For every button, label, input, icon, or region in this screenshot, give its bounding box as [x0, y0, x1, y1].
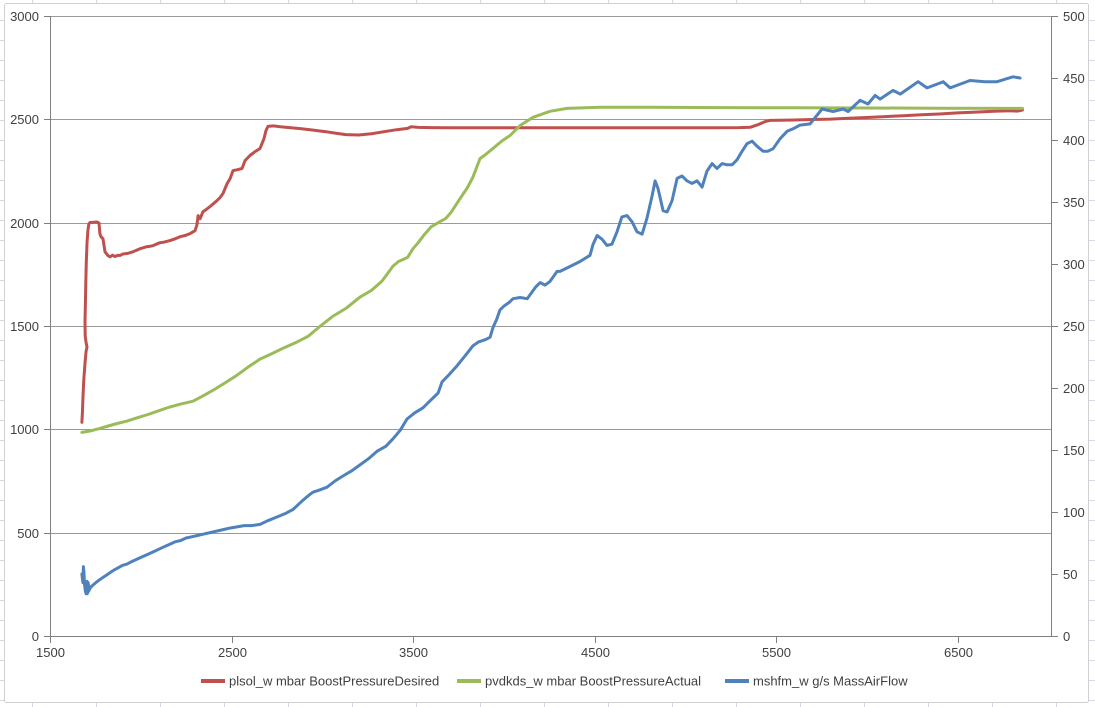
legend-item-mshfm_w[interactable]: mshfm_w g/s MassAirFlow — [725, 674, 908, 689]
x-tick-label: 5500 — [762, 645, 791, 660]
legend-item-pvdkds_w[interactable]: pvdkds_w mbar BoostPressureActual — [457, 674, 701, 689]
y-right-tick-label: 250 — [1063, 319, 1085, 334]
x-tick-label: 6500 — [944, 645, 973, 660]
legend-label-pvdkds_w: pvdkds_w mbar BoostPressureActual — [485, 674, 701, 689]
x-axis[interactable]: 1500 2500 3500 4500 5500 6500 — [36, 637, 973, 660]
x-tick-label: 1500 — [36, 645, 65, 660]
legend-item-plsol_w[interactable]: plsol_w mbar BoostPressureDesired — [201, 674, 439, 689]
y-right-tick-label: 450 — [1063, 71, 1085, 86]
axis-lines — [50, 16, 1052, 637]
y-left-tick-label: 0 — [32, 629, 39, 644]
y-right-tick-label: 400 — [1063, 133, 1085, 148]
y-right-tick-label: 100 — [1063, 505, 1085, 520]
x-tick-label: 3500 — [399, 645, 428, 660]
x-tick-label: 2500 — [218, 645, 247, 660]
y-left-tick-label: 500 — [17, 526, 39, 541]
y-left-axis[interactable]: 0 500 1000 1500 2000 2500 3000 — [10, 9, 50, 644]
series-line-mshfm_w[interactable] — [80, 75, 1022, 596]
y-right-tick-label: 50 — [1063, 567, 1077, 582]
y-left-tick-label: 1500 — [10, 319, 39, 334]
series-line-plsol_w[interactable] — [80, 108, 1024, 424]
legend-label-plsol_w: plsol_w mbar BoostPressureDesired — [229, 674, 439, 689]
series-line-pvdkds_w[interactable] — [80, 105, 1024, 434]
y-right-tick-label: 350 — [1063, 195, 1085, 210]
y-right-tick-label: 0 — [1063, 629, 1070, 644]
x-tick-label: 4500 — [581, 645, 610, 660]
y-left-tick-label: 2500 — [10, 112, 39, 127]
y-left-tick-label: 3000 — [10, 9, 39, 24]
legend: plsol_w mbar BoostPressureDesired pvdkds_… — [201, 674, 908, 689]
y-right-tick-label: 150 — [1063, 443, 1085, 458]
y-right-axis[interactable]: 0 50 100 150 200 250 300 350 400 450 500 — [1052, 9, 1085, 644]
y-right-tick-label: 300 — [1063, 257, 1085, 272]
y-right-tick-label: 500 — [1063, 9, 1085, 24]
y-right-tick-label: 200 — [1063, 381, 1085, 396]
y-left-tick-label: 1000 — [10, 422, 39, 437]
y-left-tick-label: 2000 — [10, 216, 39, 231]
legend-label-mshfm_w: mshfm_w g/s MassAirFlow — [753, 674, 908, 689]
